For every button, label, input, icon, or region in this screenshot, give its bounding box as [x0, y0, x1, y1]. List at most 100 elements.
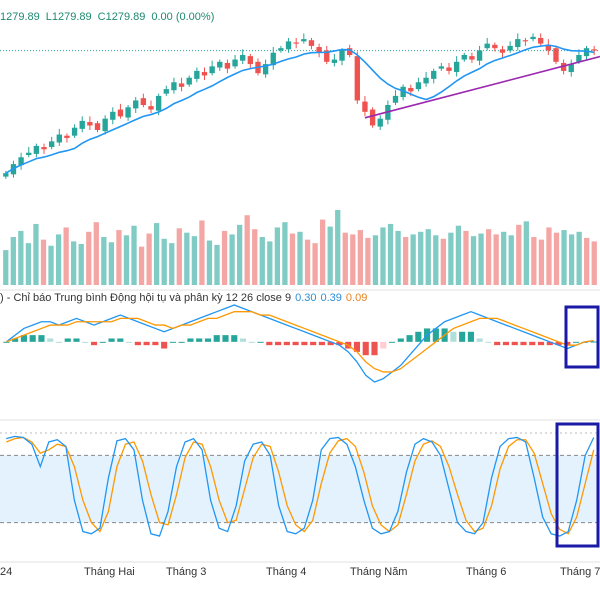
- volume-bar: [350, 234, 356, 285]
- x-tick-label: Tháng Năm: [350, 566, 408, 578]
- volume-bar: [365, 237, 371, 285]
- macd-histogram-bar: [38, 335, 45, 342]
- volume-bar: [493, 234, 499, 285]
- candle-body: [33, 145, 40, 154]
- macd-histogram-bar: [73, 338, 80, 342]
- macd-highlight-box: [564, 305, 600, 369]
- candle-body: [369, 109, 376, 126]
- macd-histogram-bar: [134, 341, 141, 346]
- macd-histogram-bar: [388, 341, 396, 343]
- candle-body: [583, 48, 590, 57]
- candle-body: [446, 67, 452, 71]
- candle-body: [201, 72, 208, 76]
- volume-bar: [418, 231, 424, 285]
- macd-histogram-bar: [222, 335, 229, 342]
- macd-histogram-bar: [266, 341, 273, 346]
- candle-body: [293, 42, 299, 44]
- macd-histogram-bar: [178, 341, 185, 343]
- candle-body: [438, 66, 445, 69]
- candle-body: [247, 56, 254, 65]
- macd-histogram-bar: [64, 338, 71, 342]
- candle-body: [560, 62, 567, 71]
- macd-histogram-bar: [12, 338, 19, 342]
- volume-bar: [71, 241, 77, 285]
- x-tick-label: Tháng 3: [166, 566, 207, 578]
- volume-bar: [327, 226, 333, 285]
- volume-bar: [116, 230, 122, 285]
- volume-bar: [289, 233, 296, 285]
- candle-body: [415, 82, 422, 90]
- macd-histogram-bar: [3, 341, 10, 343]
- ohlc-legend: 1279.89 L1279.89 C1279.89 0.00 (0.00%): [0, 11, 220, 23]
- candle-body: [41, 147, 47, 150]
- volume-bar: [319, 219, 326, 285]
- candle-body: [194, 70, 200, 79]
- x-tick-label: Tháng 6: [466, 566, 507, 578]
- volume-bar: [387, 223, 394, 285]
- macd-histogram-bar: [537, 341, 545, 346]
- volume-bar: [425, 229, 431, 285]
- volume-bar: [531, 237, 537, 285]
- volume-bar: [18, 230, 24, 285]
- macd-histogram-bar: [327, 341, 334, 346]
- volume-bar: [372, 235, 379, 285]
- macd-histogram-bar: [29, 335, 36, 342]
- macd-histogram-bar: [520, 341, 527, 346]
- volume-bar: [463, 230, 469, 285]
- macd-histogram-bar: [590, 341, 597, 343]
- macd-histogram-bar: [248, 341, 255, 343]
- candle-body: [285, 41, 292, 50]
- macd-histogram-bar: [152, 341, 159, 346]
- candle-body: [262, 64, 269, 75]
- candle-body: [423, 77, 429, 84]
- moving-average-line: [5, 44, 595, 174]
- x-tick-label: 24: [0, 566, 13, 578]
- macd-legend: ) - Chỉ báo Trung bình Động hội tụ và ph…: [0, 292, 367, 304]
- volume-bar: [508, 235, 514, 285]
- volume-bar: [25, 243, 32, 285]
- candle-body: [346, 48, 353, 55]
- candle-body: [553, 48, 559, 62]
- macd-histogram-bar: [301, 341, 308, 346]
- volume-bar: [267, 241, 273, 285]
- candle-body: [331, 59, 338, 63]
- volume-bar: [312, 243, 318, 285]
- macd-histogram-bar: [257, 341, 264, 343]
- volume-bar: [101, 237, 107, 285]
- candle-body: [522, 40, 529, 42]
- stochastic-k-line: [6, 435, 595, 537]
- candle-body: [453, 61, 460, 73]
- candle-body: [515, 39, 521, 48]
- macd-histogram-bar: [511, 341, 518, 346]
- macd-histogram-bar: [47, 338, 54, 342]
- volume-bar: [561, 230, 567, 285]
- volume-bar: [108, 242, 115, 285]
- macd-histogram-bar: [99, 341, 106, 343]
- candle-body: [538, 37, 544, 44]
- candle-body: [568, 64, 574, 73]
- volume-bar: [259, 237, 265, 285]
- candle-body: [133, 100, 139, 109]
- volume-bar: [501, 231, 507, 285]
- macd-histogram-bar: [502, 341, 510, 346]
- macd-histogram-bar: [90, 341, 98, 346]
- volume-bar: [568, 234, 575, 285]
- candle-body: [94, 123, 101, 130]
- stochastic-band: [0, 455, 600, 523]
- macd-histogram-bar: [573, 341, 580, 343]
- macd-histogram-bar: [353, 341, 361, 352]
- candle-body: [18, 157, 24, 166]
- macd-histogram-bar: [406, 335, 413, 342]
- macd-histogram-bar: [231, 335, 238, 342]
- macd-legend-label: ) - Chỉ báo Trung bình Động hội tụ và ph…: [0, 292, 292, 304]
- volume-bar: [93, 222, 99, 285]
- x-tick-label: Tháng Hai: [84, 566, 135, 578]
- volume-bar: [440, 238, 446, 285]
- macd-histogram-bar: [467, 331, 474, 342]
- candle-body: [3, 173, 9, 177]
- volume-bar: [131, 225, 137, 285]
- volume-bar: [184, 232, 190, 285]
- macd-histogram-bar: [485, 341, 492, 343]
- macd-value: 0.30: [295, 292, 317, 304]
